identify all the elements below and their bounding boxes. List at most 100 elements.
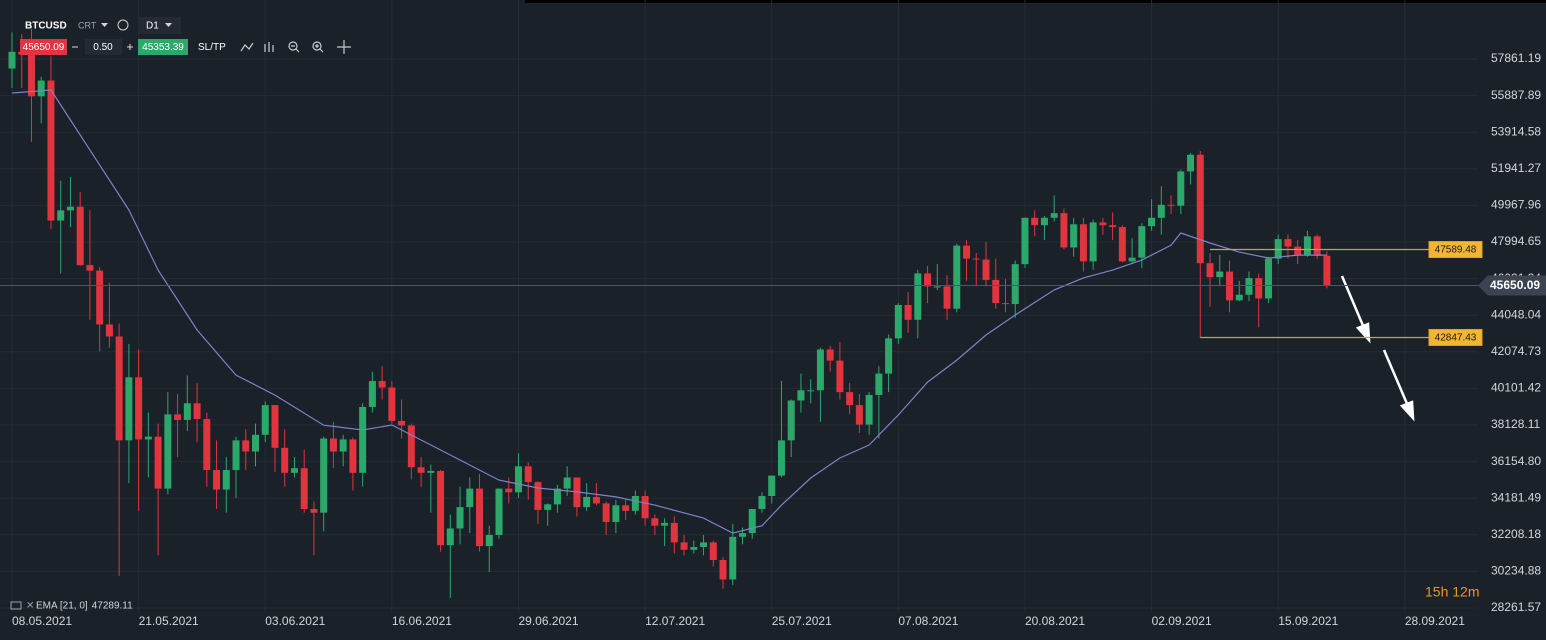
candle-body (690, 547, 698, 550)
candle-body (622, 505, 630, 511)
candle-body (631, 496, 639, 511)
quantity-box[interactable] (85, 39, 122, 55)
symbol[interactable]: BTCUSD (25, 21, 67, 32)
y-tick-label: 51941.27 (1491, 161, 1541, 175)
x-tick-label: 02.09.2021 (1152, 614, 1212, 628)
candle-body (612, 505, 620, 522)
zoom-in[interactable] (312, 41, 322, 51)
candle-body (359, 406, 367, 473)
legend-icon[interactable] (10, 601, 22, 610)
candle-body (1196, 154, 1204, 264)
candle-body (115, 336, 123, 441)
candle-body (1167, 204, 1175, 206)
candle-body (748, 508, 756, 534)
tool-icons (240, 40, 351, 54)
candle-body (388, 387, 396, 421)
candle-body (300, 468, 308, 509)
sell-price[interactable]: 45650.09 (23, 42, 65, 53)
candle-body (96, 270, 104, 325)
x-tick-label: 16.06.2021 (392, 614, 452, 628)
y-tick-label: 38128.11 (1491, 417, 1540, 431)
arrow (1340, 275, 1366, 329)
buy-box[interactable] (138, 39, 188, 55)
candle-body (1284, 239, 1292, 247)
zoom-in[interactable] (315, 44, 324, 53)
zoom-out[interactable] (288, 41, 298, 51)
candle-body (466, 488, 474, 508)
x-tick-label: 08.05.2021 (12, 614, 72, 628)
indicator-tool[interactable] (264, 42, 274, 52)
x-tick-label: 12.07.2021 (645, 614, 705, 628)
plot (8, 28, 1331, 599)
candle-body (758, 496, 766, 509)
buy-price[interactable]: 45353.39 (142, 42, 184, 53)
candle-body (232, 440, 240, 471)
candle-body (349, 439, 357, 473)
candle-body (261, 405, 269, 435)
timeframe[interactable]: D1 (146, 21, 159, 32)
caret[interactable] (101, 23, 108, 27)
candle-body (1216, 271, 1224, 278)
candle-body (836, 360, 844, 393)
candle-body (8, 51, 16, 69)
y-tick-label: 42074.73 (1491, 344, 1541, 358)
candle-body (329, 438, 337, 452)
x-tick-label: 25.07.2021 (772, 614, 832, 628)
candle-body (193, 403, 201, 420)
candle-body (86, 265, 94, 271)
caret[interactable] (165, 23, 172, 27)
timeframe-box[interactable] (139, 17, 181, 34)
sell-box[interactable] (20, 39, 67, 55)
candle-body (1148, 217, 1156, 227)
candle-body (943, 286, 951, 309)
candle-body (768, 475, 776, 497)
y-tick-label: 47994.65 (1491, 234, 1541, 248)
candle-body (339, 439, 347, 452)
x-tick-label: 03.06.2021 (265, 614, 325, 628)
countdown: 15h 12m (1425, 584, 1479, 600)
candle-body (446, 528, 454, 546)
sl-tp[interactable]: SL/TP (198, 42, 226, 53)
info-icon[interactable] (117, 19, 129, 31)
candle-body (1157, 204, 1165, 218)
candle-body (495, 488, 503, 535)
legend-label: EMA [21, 0] (36, 601, 88, 612)
crosshair[interactable] (337, 40, 351, 54)
level-label: 42847.43 (1435, 333, 1477, 344)
candle-body (310, 508, 318, 513)
candle-body (47, 80, 55, 221)
candle-body (924, 273, 932, 287)
level-label: 47589.48 (1435, 245, 1477, 256)
candle-body (514, 466, 522, 493)
candle-body (1040, 217, 1048, 226)
candle-body (1206, 263, 1214, 278)
y-tick-label: 40101.42 (1491, 381, 1541, 395)
x-tick-label: 20.08.2021 (1025, 614, 1085, 628)
legend-x: ✕ (26, 601, 34, 612)
toolbar: BTCUSD CRT D1 45650.09 0.50 45353.39 SL/… (20, 17, 351, 55)
candle-body (1089, 222, 1097, 262)
candle-body (174, 414, 182, 420)
candle-body (1274, 239, 1282, 259)
y-tick-label: 30234.88 (1491, 564, 1541, 578)
candle-body (1138, 226, 1146, 258)
level-tag (1428, 241, 1483, 259)
candle-body (777, 440, 785, 476)
candle-body (1109, 225, 1117, 228)
quantity[interactable]: 0.50 (93, 42, 113, 53)
ema-line (11, 89, 1327, 534)
zoom-out[interactable] (291, 45, 300, 53)
account[interactable]: CRT (78, 20, 97, 30)
line-tool[interactable] (240, 42, 254, 52)
x-tick-label: 07.08.2021 (898, 614, 958, 628)
candle-body (1079, 224, 1087, 262)
candle-body (661, 522, 669, 526)
y-tick-label: 44048.04 (1491, 307, 1541, 321)
y-tick-label: 57861.19 (1491, 51, 1541, 65)
candle-body (641, 496, 649, 519)
x-tick-label: 29.06.2021 (518, 614, 578, 628)
candle-body (563, 477, 571, 489)
candle-body (1264, 258, 1272, 299)
